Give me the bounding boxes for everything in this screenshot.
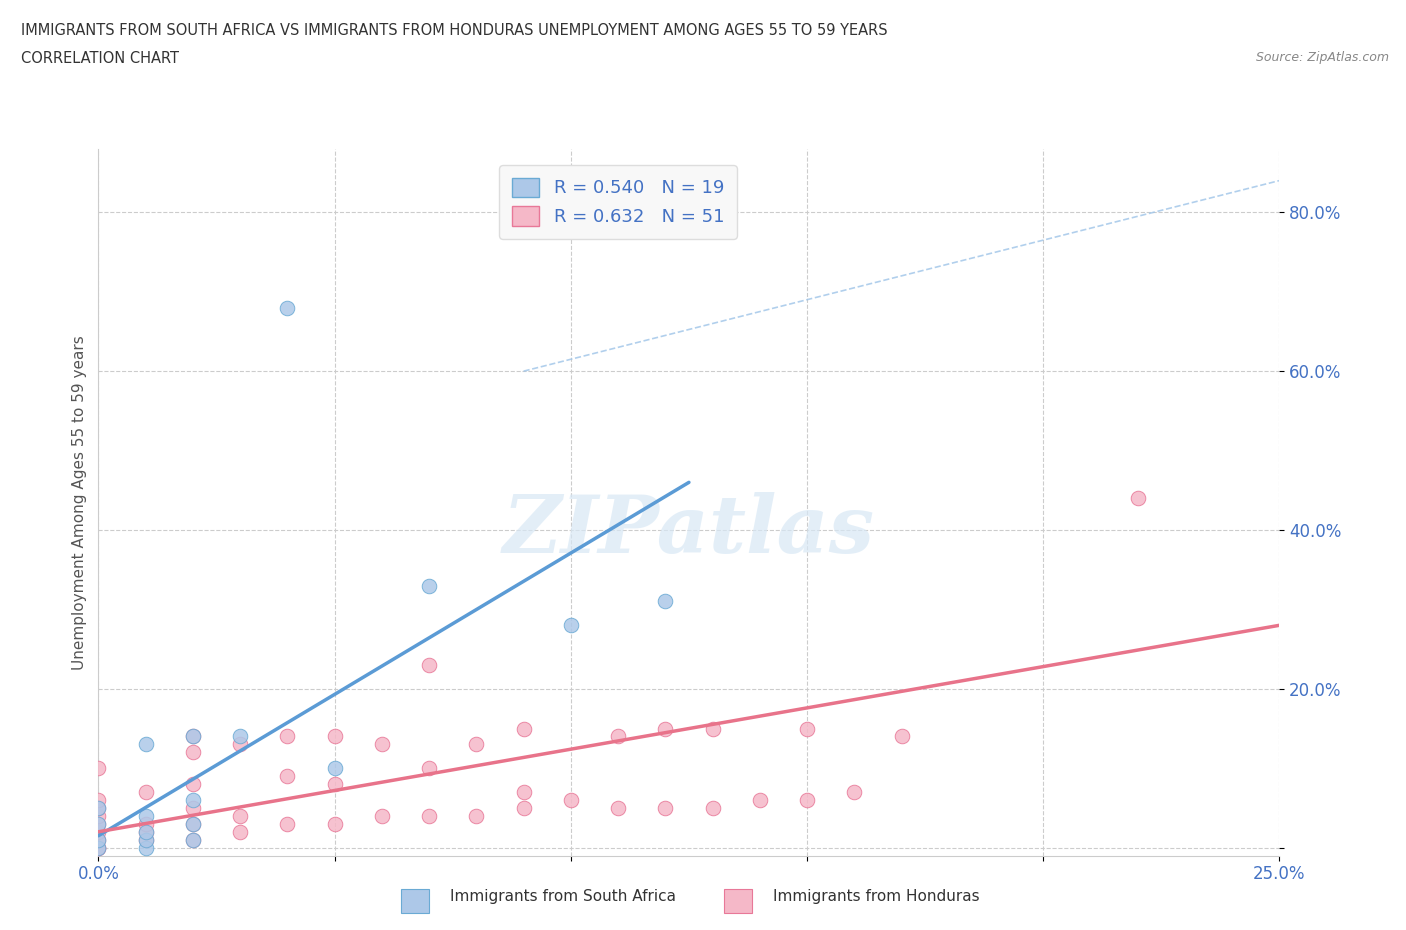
- Point: [512, 801, 534, 816]
- Point: [229, 808, 252, 823]
- Point: [181, 832, 204, 847]
- Point: [748, 792, 770, 807]
- Point: [654, 594, 676, 609]
- Point: [418, 658, 440, 672]
- Point: [276, 729, 298, 744]
- Point: [135, 824, 157, 839]
- Point: [702, 801, 724, 816]
- Point: [890, 729, 912, 744]
- Point: [276, 769, 298, 784]
- Point: [229, 824, 252, 839]
- Point: [181, 832, 204, 847]
- Point: [181, 801, 204, 816]
- Point: [560, 792, 582, 807]
- Point: [135, 832, 157, 847]
- Point: [796, 721, 818, 736]
- Point: [229, 729, 252, 744]
- Point: [135, 817, 157, 831]
- Text: ZIPatlas: ZIPatlas: [503, 492, 875, 569]
- Point: [371, 808, 394, 823]
- Point: [135, 785, 157, 800]
- Point: [276, 817, 298, 831]
- Point: [87, 832, 110, 847]
- Point: [87, 761, 110, 776]
- Point: [87, 801, 110, 816]
- Text: Immigrants from Honduras: Immigrants from Honduras: [773, 889, 980, 904]
- Point: [135, 808, 157, 823]
- Point: [844, 785, 866, 800]
- Point: [181, 729, 204, 744]
- Point: [371, 737, 394, 751]
- Point: [418, 761, 440, 776]
- Point: [87, 817, 110, 831]
- Point: [654, 801, 676, 816]
- Point: [1126, 491, 1149, 506]
- Point: [181, 817, 204, 831]
- Point: [607, 729, 630, 744]
- Point: [654, 721, 676, 736]
- Point: [87, 817, 110, 831]
- Point: [181, 817, 204, 831]
- Point: [465, 808, 488, 823]
- Text: Source: ZipAtlas.com: Source: ZipAtlas.com: [1256, 51, 1389, 64]
- Point: [87, 792, 110, 807]
- Point: [512, 785, 534, 800]
- Point: [796, 792, 818, 807]
- Point: [276, 300, 298, 315]
- Point: [135, 824, 157, 839]
- Y-axis label: Unemployment Among Ages 55 to 59 years: Unemployment Among Ages 55 to 59 years: [72, 335, 87, 670]
- Text: Immigrants from South Africa: Immigrants from South Africa: [450, 889, 676, 904]
- Point: [323, 777, 346, 791]
- Point: [135, 832, 157, 847]
- Point: [87, 840, 110, 855]
- Text: IMMIGRANTS FROM SOUTH AFRICA VS IMMIGRANTS FROM HONDURAS UNEMPLOYMENT AMONG AGES: IMMIGRANTS FROM SOUTH AFRICA VS IMMIGRAN…: [21, 23, 887, 38]
- Point: [135, 737, 157, 751]
- Point: [512, 721, 534, 736]
- Point: [323, 729, 346, 744]
- Point: [607, 801, 630, 816]
- Point: [323, 761, 346, 776]
- Point: [418, 578, 440, 593]
- Point: [418, 808, 440, 823]
- Point: [87, 832, 110, 847]
- Point: [465, 737, 488, 751]
- Point: [135, 840, 157, 855]
- Point: [87, 840, 110, 855]
- Point: [87, 840, 110, 855]
- Point: [323, 817, 346, 831]
- Point: [560, 618, 582, 632]
- Point: [87, 808, 110, 823]
- Point: [702, 721, 724, 736]
- Point: [87, 824, 110, 839]
- Legend: R = 0.540   N = 19, R = 0.632   N = 51: R = 0.540 N = 19, R = 0.632 N = 51: [499, 165, 737, 239]
- Text: CORRELATION CHART: CORRELATION CHART: [21, 51, 179, 66]
- Point: [87, 801, 110, 816]
- Point: [181, 729, 204, 744]
- Point: [181, 777, 204, 791]
- Point: [181, 792, 204, 807]
- Point: [229, 737, 252, 751]
- Point: [181, 745, 204, 760]
